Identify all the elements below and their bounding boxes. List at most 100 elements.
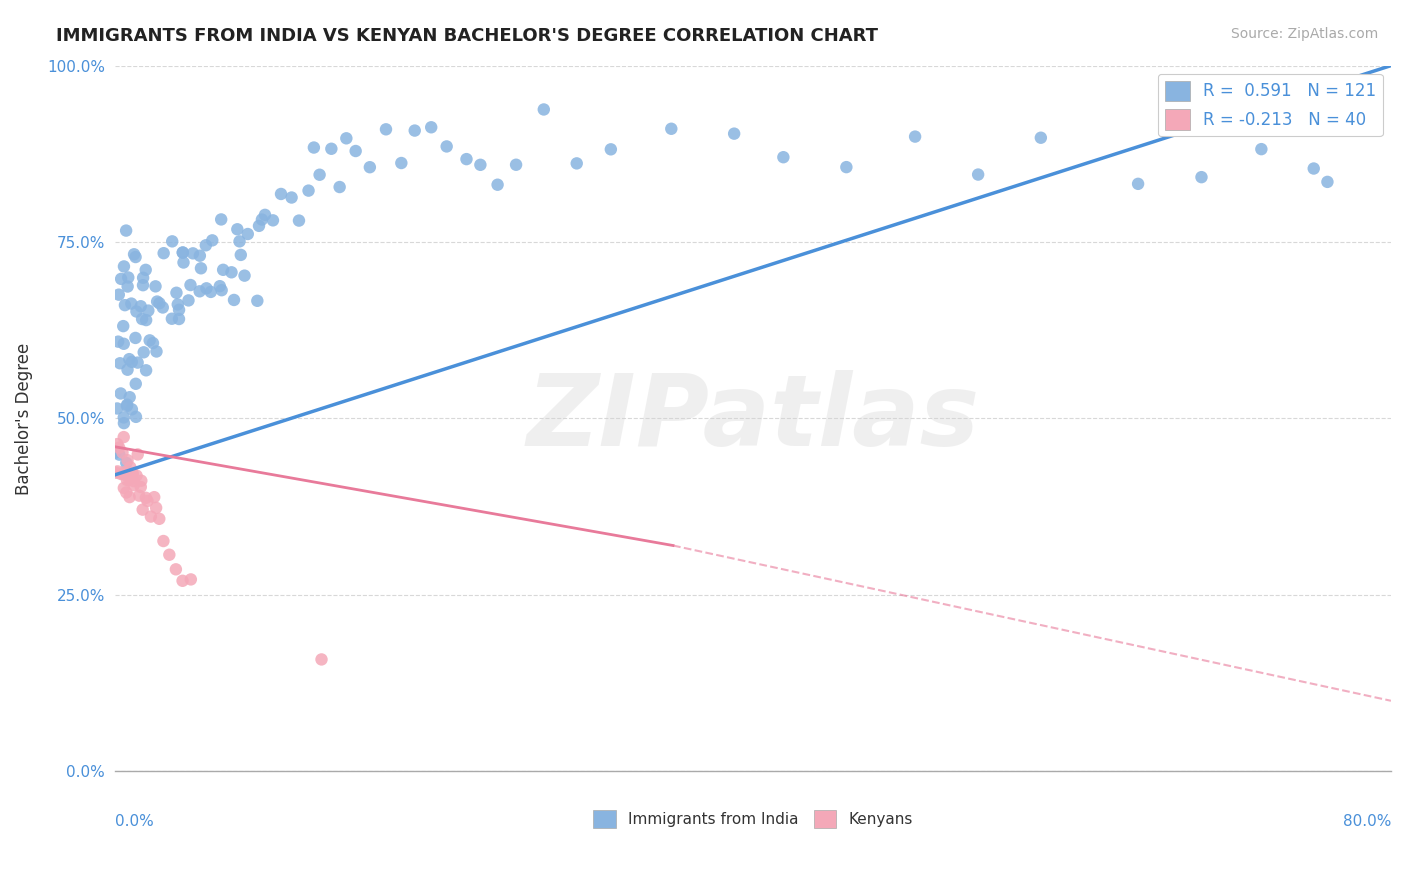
Point [157,548,180,562]
Point [420,120,443,135]
Point [127,447,149,461]
Point [117,362,139,376]
Point [105,437,128,451]
Legend: Immigrants from India, Kenyans: Immigrants from India, Kenyans [586,804,920,834]
Point [297,184,319,198]
Point [167,312,190,326]
Point [188,249,211,263]
Point [115,399,138,413]
Point [135,363,157,377]
Point [115,473,138,487]
Point [188,285,211,299]
Text: Source: ZipAtlas.com: Source: ZipAtlas.com [1230,27,1378,41]
Point [173,255,195,269]
Point [172,245,194,260]
Point [118,390,141,404]
Point [112,336,135,351]
Point [117,270,139,285]
Point [160,311,183,326]
Text: 80.0%: 80.0% [1343,814,1391,829]
Point [212,262,235,277]
Point [129,480,152,494]
Point [533,103,555,117]
Point [302,140,325,154]
Point [143,490,166,504]
Point [139,509,162,524]
Point [233,268,256,283]
Point [112,410,135,425]
Point [152,246,174,260]
Point [120,471,142,485]
Point [107,287,129,301]
Point [1302,161,1324,176]
Point [165,562,187,576]
Point [486,178,509,192]
Point [115,223,138,237]
Point [221,265,243,279]
Point [112,260,135,274]
Point [250,212,273,227]
Point [288,213,311,227]
Point [138,334,160,348]
Point [177,293,200,308]
Point [129,299,152,313]
Point [122,478,145,492]
Point [967,168,990,182]
Y-axis label: Bachelor's Degree: Bachelor's Degree [15,343,32,494]
Point [389,156,412,170]
Point [152,301,174,315]
Point [107,334,129,349]
Point [115,485,138,500]
Point [167,302,190,317]
Point [105,401,128,416]
Point [165,285,187,300]
Point [121,355,143,369]
Point [125,409,148,424]
Point [505,158,527,172]
Point [311,652,333,666]
Point [200,285,222,299]
Point [359,160,381,174]
Point [456,152,478,166]
Point [107,464,129,478]
Text: 0.0%: 0.0% [115,814,153,829]
Point [1334,118,1357,132]
Point [195,281,218,295]
Point [120,296,142,310]
Point [135,491,157,505]
Point [152,534,174,549]
Point [904,129,927,144]
Point [111,445,134,459]
Point [1029,130,1052,145]
Point [1316,175,1339,189]
Point [321,142,343,156]
Point [104,445,127,459]
Point [136,494,159,508]
Point [135,313,157,327]
Text: ZIPatlas: ZIPatlas [526,370,980,467]
Point [118,352,141,367]
Point [270,186,292,201]
Point [172,245,194,260]
Point [247,219,270,233]
Point [131,502,153,516]
Point [105,466,128,480]
Point [229,248,252,262]
Point [599,142,621,156]
Point [723,127,745,141]
Point [659,121,682,136]
Point [190,261,212,276]
Point [222,293,245,307]
Point [112,416,135,430]
Point [132,278,155,293]
Point [145,344,167,359]
Point [121,467,143,481]
Point [118,473,141,487]
Point [124,331,146,345]
Point [404,123,426,137]
Point [128,489,150,503]
Point [179,278,201,293]
Point [236,227,259,241]
Point [132,345,155,359]
Point [209,212,232,227]
